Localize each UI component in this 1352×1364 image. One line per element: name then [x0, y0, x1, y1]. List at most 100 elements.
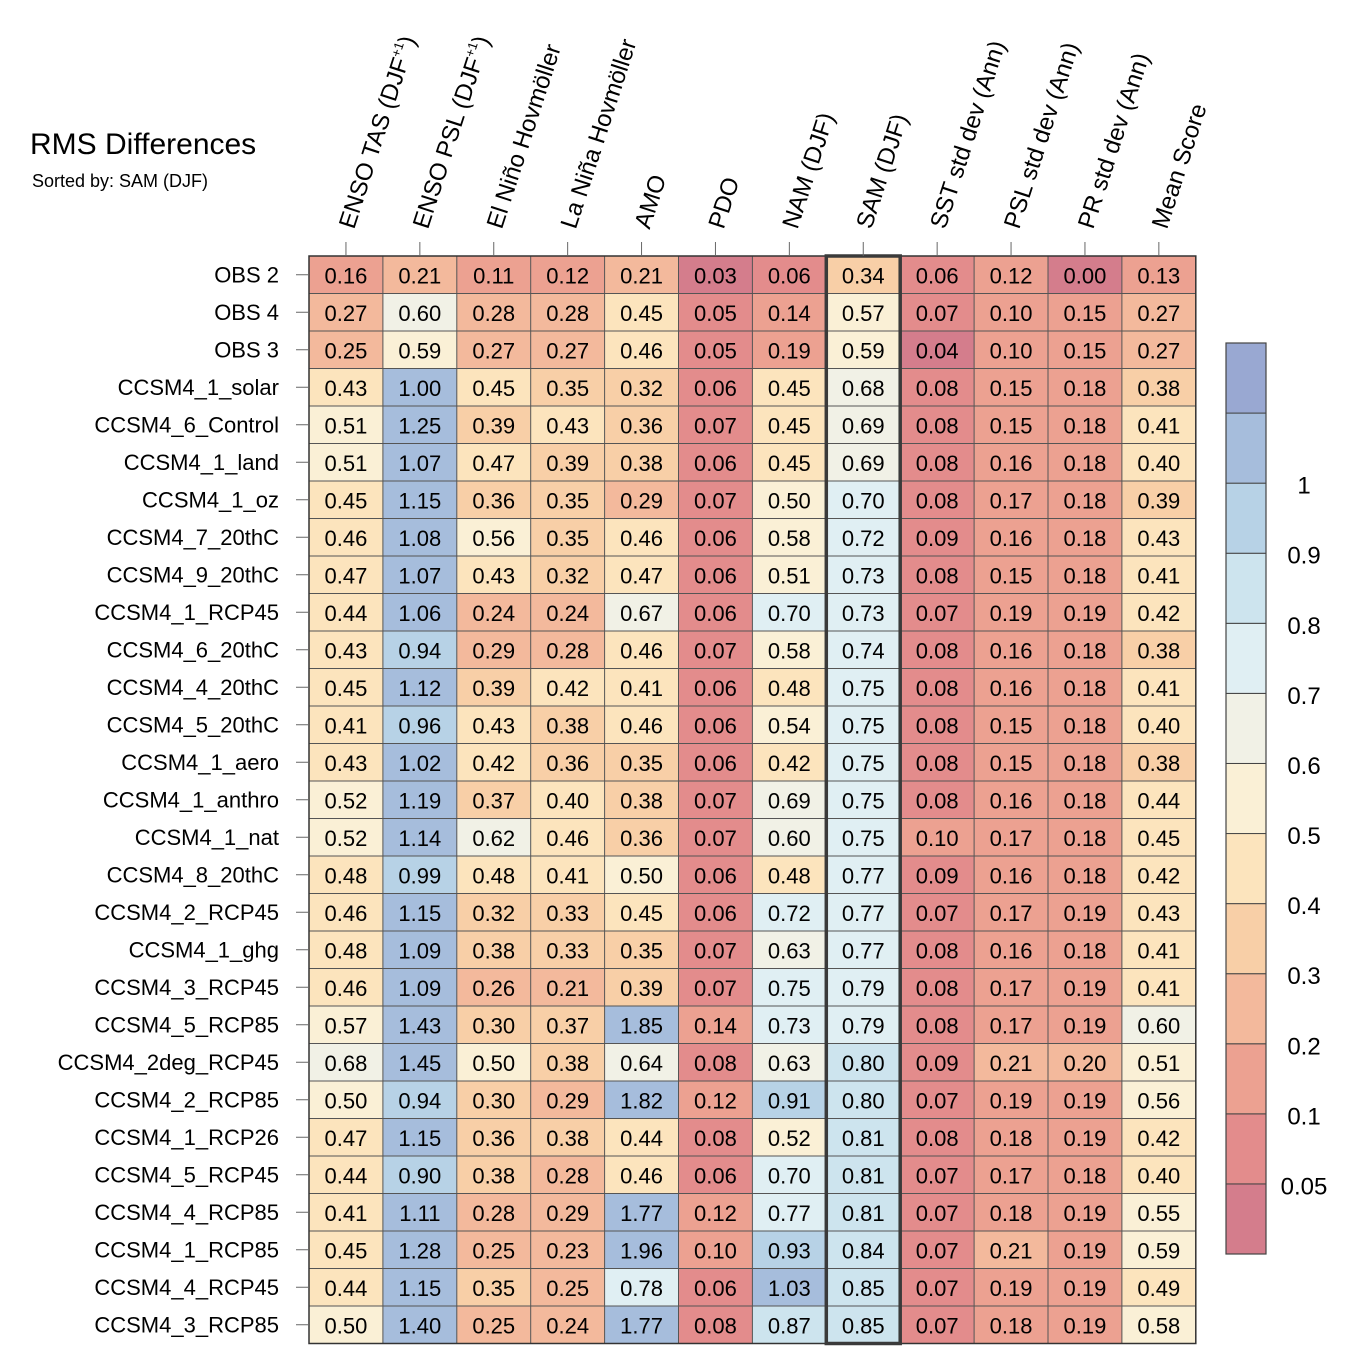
cell-value: 0.06: [694, 376, 737, 401]
heatmap-cell: [309, 1231, 383, 1269]
heatmap-cell: [530, 1118, 605, 1156]
heatmap-cell: [530, 593, 605, 631]
heatmap-cell: [974, 518, 1048, 556]
heatmap-cell: [382, 481, 457, 519]
colorbar-tick-label: 0.7: [1287, 683, 1320, 710]
cell-value: 0.73: [842, 601, 885, 626]
heatmap-cell: [604, 706, 679, 744]
heatmap-cell: [530, 781, 605, 819]
heatmap-cell: [826, 856, 901, 894]
cell-value: 0.81: [842, 1163, 885, 1188]
heatmap-cell: [309, 781, 383, 819]
heatmap-cell: [382, 856, 457, 894]
cell-value: 0.47: [325, 1126, 368, 1151]
cell-value: 0.67: [620, 601, 663, 626]
heatmap-cell: [1121, 968, 1196, 1006]
heatmap-cell: [1048, 293, 1122, 331]
heatmap-cell: [974, 1231, 1048, 1269]
heatmap-cell: [900, 706, 975, 744]
cell-value: 0.41: [1137, 676, 1180, 701]
heatmap-cell: [309, 481, 383, 519]
heatmap-cell: [752, 931, 827, 969]
heatmap-cell: [678, 781, 753, 819]
cell-value: 0.07: [916, 1088, 959, 1113]
heatmap-cell: [1121, 631, 1196, 669]
cell-value: 0.46: [620, 526, 663, 551]
cell-value: 0.08: [916, 376, 959, 401]
cell-value: 0.07: [916, 1163, 959, 1188]
heatmap-cell: [752, 293, 827, 331]
row-label: CCSM4_1_RCP85: [94, 1237, 279, 1262]
heatmap-cell: [309, 256, 383, 294]
heatmap-cell: [456, 593, 531, 631]
cell-value: 0.51: [325, 451, 368, 476]
cell-value: 0.77: [842, 938, 885, 963]
heatmap-cell: [309, 1193, 383, 1231]
cell-value: 0.41: [1137, 976, 1180, 1001]
heatmap-cell: [604, 518, 679, 556]
heatmap-cell: [1121, 1193, 1196, 1231]
cell-value: 0.75: [842, 751, 885, 776]
cell-value: 0.08: [916, 938, 959, 963]
colorbar-tick-label: 0.3: [1287, 963, 1320, 990]
heatmap-cell: [530, 1081, 605, 1119]
cell-value: 0.43: [472, 713, 515, 738]
cell-value: 0.37: [546, 1013, 589, 1038]
cell-value: 0.57: [325, 1013, 368, 1038]
cell-value: 0.51: [325, 413, 368, 438]
heatmap-cell: [604, 368, 679, 406]
heatmap-cell: [752, 968, 827, 1006]
heatmap-cell: [974, 893, 1048, 931]
cell-value: 0.79: [842, 976, 885, 1001]
cell-value: 0.77: [842, 901, 885, 926]
cell-value: 0.10: [990, 338, 1033, 363]
cell-value: 0.29: [546, 1088, 589, 1113]
heatmap-cell: [678, 893, 753, 931]
heatmap-cell: [456, 331, 531, 369]
cell-value: 0.16: [990, 638, 1033, 663]
cell-value: 0.29: [472, 638, 515, 663]
heatmap-cell: [530, 931, 605, 969]
heatmap-cell: [900, 743, 975, 781]
cell-value: 0.39: [1137, 488, 1180, 513]
heatmap-cell: [456, 1118, 531, 1156]
cell-value: 0.48: [325, 938, 368, 963]
row-label: CCSM4_7_20thC: [107, 525, 280, 550]
cell-value: 0.49: [1137, 1276, 1180, 1301]
cell-value: 0.25: [546, 1276, 589, 1301]
cell-value: 0.35: [472, 1276, 515, 1301]
cell-value: 0.40: [546, 788, 589, 813]
heatmap-cell: [530, 256, 605, 294]
heatmap-cell: [1048, 1231, 1122, 1269]
heatmap-cell: [382, 406, 457, 444]
heatmap-cell: [456, 406, 531, 444]
heatmap-cell: [974, 1081, 1048, 1119]
heatmap-cell: [530, 368, 605, 406]
cell-value: 0.18: [1064, 713, 1107, 738]
heatmap-cell: [1121, 518, 1196, 556]
heatmap-cell: [530, 1268, 605, 1306]
heatmap-cell: [900, 368, 975, 406]
column-label: SAM (DJF): [851, 111, 913, 232]
cell-value: 0.54: [768, 713, 811, 738]
heatmap-cell: [974, 706, 1048, 744]
heatmap-cell: [900, 631, 975, 669]
cell-value: 0.80: [842, 1051, 885, 1076]
heatmap-cell: [530, 968, 605, 1006]
cell-value: 0.25: [325, 338, 368, 363]
heatmap-cell: [604, 293, 679, 331]
cell-value: 0.44: [325, 1276, 368, 1301]
cell-value: 0.24: [546, 601, 589, 626]
cell-value: 0.40: [1137, 1163, 1180, 1188]
cell-value: 0.08: [916, 488, 959, 513]
cell-value: 0.20: [1064, 1051, 1107, 1076]
heatmap-cell: [456, 293, 531, 331]
heatmap-cell: [309, 1306, 383, 1344]
cell-value: 0.77: [768, 1201, 811, 1226]
heatmap-cell: [678, 556, 753, 594]
cell-value: 0.96: [398, 713, 441, 738]
heatmap-cell: [1048, 331, 1122, 369]
heatmap-cell: [530, 1193, 605, 1231]
cell-value: 0.60: [398, 301, 441, 326]
heatmap-cell: [309, 1081, 383, 1119]
